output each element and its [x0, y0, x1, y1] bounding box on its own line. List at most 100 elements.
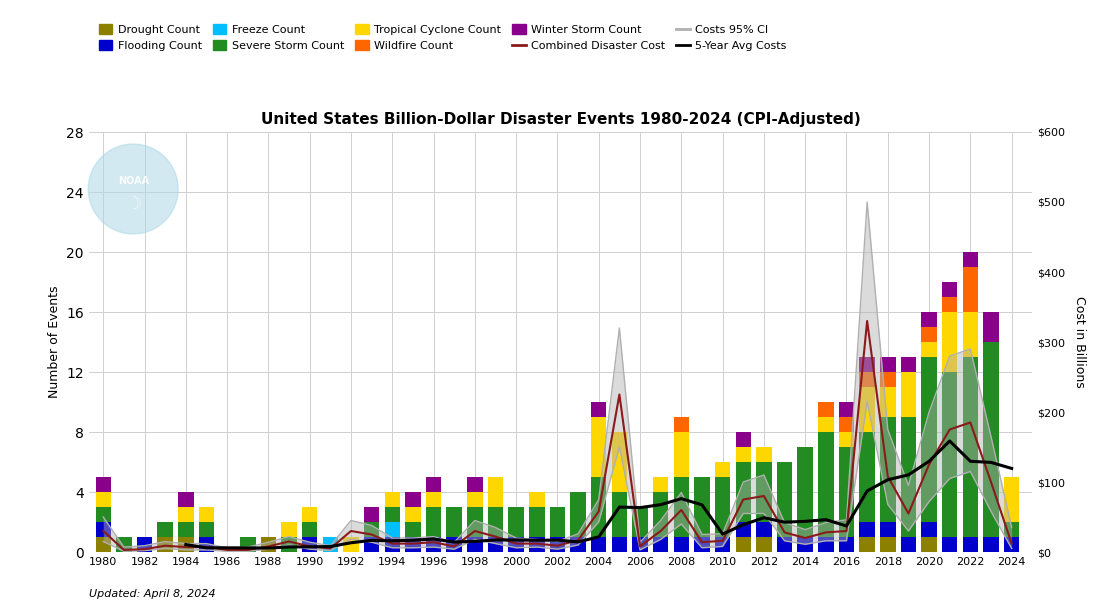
Bar — [591, 477, 606, 537]
Bar — [591, 402, 606, 417]
Bar — [859, 372, 875, 387]
Bar — [405, 522, 421, 537]
Bar — [571, 537, 586, 552]
Bar — [281, 537, 296, 552]
Bar — [818, 432, 834, 537]
Bar — [859, 357, 875, 372]
Bar — [736, 537, 751, 552]
Bar — [281, 522, 296, 537]
Bar — [178, 507, 193, 522]
Title: United States Billion-Dollar Disaster Events 1980-2024 (CPI-Adjusted): United States Billion-Dollar Disaster Ev… — [261, 112, 860, 127]
Bar — [529, 537, 545, 552]
Bar — [962, 312, 978, 357]
Bar — [633, 507, 648, 537]
Bar — [839, 447, 855, 537]
Bar — [839, 402, 855, 417]
Bar — [983, 342, 999, 537]
Bar — [942, 372, 958, 537]
Bar — [1003, 537, 1019, 552]
Bar — [199, 507, 214, 522]
Bar — [95, 477, 111, 492]
Bar — [921, 312, 937, 327]
Bar — [818, 537, 834, 552]
Bar — [364, 522, 380, 537]
Bar — [405, 507, 421, 522]
Bar — [95, 507, 111, 522]
Bar — [777, 462, 793, 537]
Bar — [880, 372, 896, 387]
Bar — [880, 387, 896, 417]
Bar — [942, 537, 958, 552]
Bar — [364, 507, 380, 522]
Bar — [95, 537, 111, 552]
Bar — [302, 537, 317, 552]
Bar — [839, 432, 855, 447]
Bar — [674, 417, 689, 432]
Bar — [199, 522, 214, 537]
Bar — [467, 537, 483, 552]
Bar — [240, 537, 255, 552]
Bar — [756, 462, 771, 522]
Bar — [549, 507, 565, 537]
Bar — [756, 447, 771, 462]
Bar — [302, 507, 317, 522]
Bar — [384, 522, 400, 537]
Bar — [591, 417, 606, 477]
Bar — [529, 507, 545, 537]
Bar — [962, 267, 978, 312]
Bar — [880, 537, 896, 552]
Bar — [529, 492, 545, 507]
Bar — [736, 462, 751, 522]
Bar — [653, 492, 668, 537]
Text: Updated: April 8, 2024: Updated: April 8, 2024 — [89, 589, 215, 599]
Bar — [818, 402, 834, 417]
Bar — [921, 537, 937, 552]
Bar — [384, 492, 400, 507]
Text: NOAA: NOAA — [118, 176, 149, 186]
Bar — [1003, 477, 1019, 522]
Bar — [323, 537, 339, 552]
Bar — [302, 522, 317, 537]
Legend: Drought Count, Flooding Count, Freeze Count, Severe Storm Count, Tropical Cyclon: Drought Count, Flooding Count, Freeze Co… — [94, 20, 791, 55]
Bar — [446, 537, 462, 552]
Bar — [983, 537, 999, 552]
Bar — [508, 537, 524, 552]
Bar — [384, 507, 400, 522]
Bar — [612, 537, 627, 552]
Bar — [487, 537, 503, 552]
Bar — [839, 417, 855, 432]
Bar — [487, 507, 503, 537]
Bar — [983, 312, 999, 342]
Bar — [694, 537, 709, 552]
Bar — [633, 537, 648, 552]
Bar — [178, 522, 193, 537]
Bar — [405, 537, 421, 552]
Bar — [467, 492, 483, 507]
Bar — [859, 387, 875, 432]
Bar — [942, 297, 958, 312]
Bar — [921, 357, 937, 522]
Bar — [178, 537, 193, 552]
Bar — [199, 537, 214, 552]
Bar — [921, 327, 937, 342]
Bar — [859, 432, 875, 522]
Bar — [900, 417, 916, 537]
Bar — [571, 492, 586, 537]
Bar — [777, 537, 793, 552]
Bar — [653, 537, 668, 552]
Bar — [962, 357, 978, 537]
Bar — [900, 537, 916, 552]
Bar — [446, 507, 462, 537]
Bar — [921, 342, 937, 357]
Bar — [880, 357, 896, 372]
Bar — [467, 507, 483, 537]
Bar — [756, 537, 771, 552]
Bar — [384, 537, 400, 552]
Bar — [736, 447, 751, 462]
Bar — [508, 507, 524, 537]
Bar — [117, 537, 132, 552]
Bar — [674, 537, 689, 552]
Bar — [942, 282, 958, 297]
Bar — [942, 312, 958, 372]
Bar — [694, 477, 709, 537]
